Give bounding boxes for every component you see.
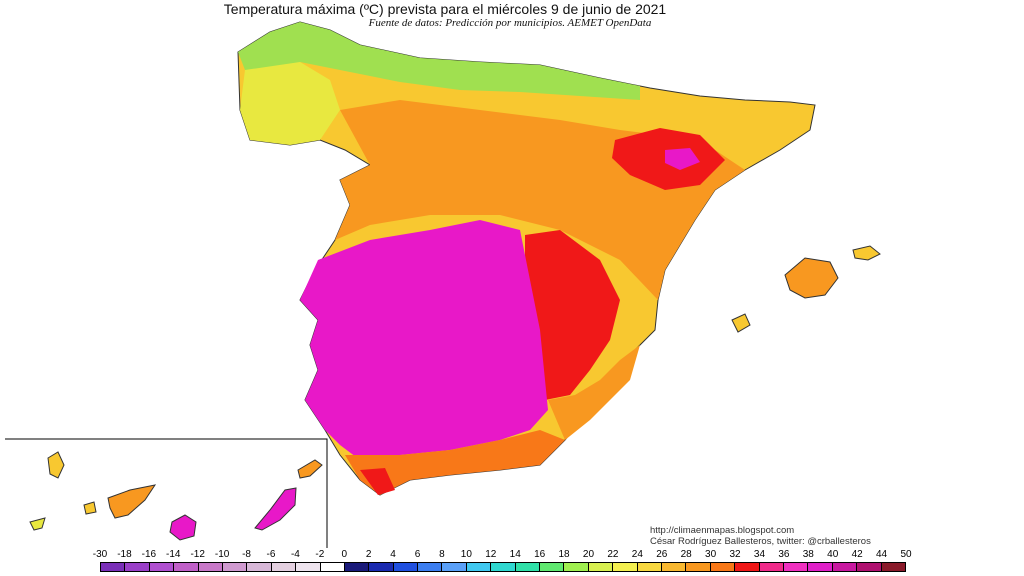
southwest-extreme-zone xyxy=(300,220,548,460)
legend-labels: -30 -18 -16 -14 -12 -10 -8 -6 -4 -2 0 2 4 6 8 10 12 14 16 1… xyxy=(88,549,918,563)
legend-label: -30 xyxy=(92,549,108,560)
la-gomera-island xyxy=(83,501,97,515)
legend-label: -8 xyxy=(242,549,251,560)
legend-label: 14 xyxy=(509,549,521,560)
credits: http://climaenmapas.blogspot.com César R… xyxy=(650,525,871,547)
legend-swatch xyxy=(296,563,321,571)
legend-swatch xyxy=(466,563,492,571)
legend-label: -10 xyxy=(214,549,230,560)
legend-swatch xyxy=(491,563,516,571)
legend-swatch xyxy=(149,563,175,571)
legend-label: -18 xyxy=(117,549,132,560)
tenerife-island xyxy=(107,484,157,519)
legend-label: 10 xyxy=(460,549,472,560)
legend-label: 22 xyxy=(607,549,619,560)
legend-swatch xyxy=(783,563,809,571)
ibiza-island xyxy=(731,313,751,333)
legend-swatch xyxy=(320,563,345,571)
legend-label: 26 xyxy=(656,549,668,560)
legend-swatch xyxy=(637,563,662,571)
legend-swatch xyxy=(125,563,150,571)
gran-canaria-island xyxy=(169,514,197,541)
legend-label: -6 xyxy=(266,549,276,560)
legend-label: 50 xyxy=(900,549,912,560)
legend-swatch xyxy=(710,563,736,571)
legend-label: 8 xyxy=(439,549,445,560)
legend-swatch xyxy=(369,563,394,571)
legend-swatch xyxy=(735,563,760,571)
canary-inset-frame xyxy=(5,438,328,548)
legend-label: -12 xyxy=(190,549,205,560)
east-red-zone xyxy=(525,230,620,400)
legend-swatch xyxy=(418,563,443,571)
legend-label: 36 xyxy=(778,549,790,560)
legend-swatch xyxy=(613,563,638,571)
legend-swatch xyxy=(101,563,126,571)
legend-label: 28 xyxy=(680,549,692,560)
legend-label: 30 xyxy=(705,549,717,560)
north-fresh-zone xyxy=(238,22,640,100)
legend-label: 4 xyxy=(390,549,396,560)
legend-label: 44 xyxy=(876,549,888,560)
legend-label: -4 xyxy=(290,549,300,560)
legend-swatch xyxy=(808,563,833,571)
legend-label: 42 xyxy=(851,549,863,560)
legend-label: 38 xyxy=(802,549,814,560)
legend-swatch xyxy=(832,563,858,571)
legend-swatch xyxy=(564,563,589,571)
legend-label: -16 xyxy=(141,549,157,560)
southeast-zone xyxy=(548,345,640,440)
legend-label: -14 xyxy=(166,549,181,560)
legend-swatch xyxy=(393,563,419,571)
legend-swatch xyxy=(661,563,687,571)
cadiz-red-zone xyxy=(360,468,395,495)
legend-swatch xyxy=(759,563,784,571)
legend-label: 6 xyxy=(414,549,421,560)
legend-label: -2 xyxy=(315,549,325,560)
ebro-extreme-zone xyxy=(665,148,700,170)
legend-swatch xyxy=(271,563,297,571)
el-hierro-island xyxy=(29,517,46,531)
fuerteventura-island xyxy=(254,487,297,531)
legend-label: 20 xyxy=(582,549,595,560)
lanzarote-island xyxy=(297,459,323,479)
menorca-island xyxy=(852,245,881,261)
legend-label: 34 xyxy=(753,549,766,560)
legend-swatch xyxy=(442,563,467,571)
legend-swatch xyxy=(515,563,541,571)
legend-label: 24 xyxy=(631,549,643,560)
legend-swatch xyxy=(881,563,905,571)
legend-label: 40 xyxy=(827,549,839,560)
map-subtitle: Fuente de datos: Predicción por municipi… xyxy=(368,17,652,29)
legend-label: 12 xyxy=(485,549,497,560)
galicia-zone xyxy=(240,62,340,145)
mallorca-island xyxy=(784,257,839,299)
legend-swatch xyxy=(857,563,882,571)
legend-swatch xyxy=(222,563,248,571)
legend-label: 18 xyxy=(558,549,570,560)
legend-colorbar xyxy=(100,562,906,572)
credits-url[interactable]: http://climaenmapas.blogspot.com xyxy=(650,525,795,536)
legend-swatch xyxy=(198,563,223,571)
credits-author: César Rodríguez Ballesteros, twitter: @c… xyxy=(650,536,871,547)
legend-label: 2 xyxy=(365,549,372,560)
legend-swatch xyxy=(686,563,711,571)
legend-label: 32 xyxy=(729,549,741,560)
legend-swatch xyxy=(247,563,272,571)
legend-swatch xyxy=(174,563,199,571)
legend-label: 0 xyxy=(341,549,348,560)
legend-swatch xyxy=(540,563,565,571)
legend-swatch xyxy=(344,563,370,571)
legend-swatch xyxy=(588,563,614,571)
legend-label: 16 xyxy=(534,549,546,560)
la-palma-island xyxy=(47,451,65,479)
map-title: Temperatura máxima (ºC) prevista para el… xyxy=(223,1,667,17)
south-coast-zone xyxy=(345,430,565,495)
